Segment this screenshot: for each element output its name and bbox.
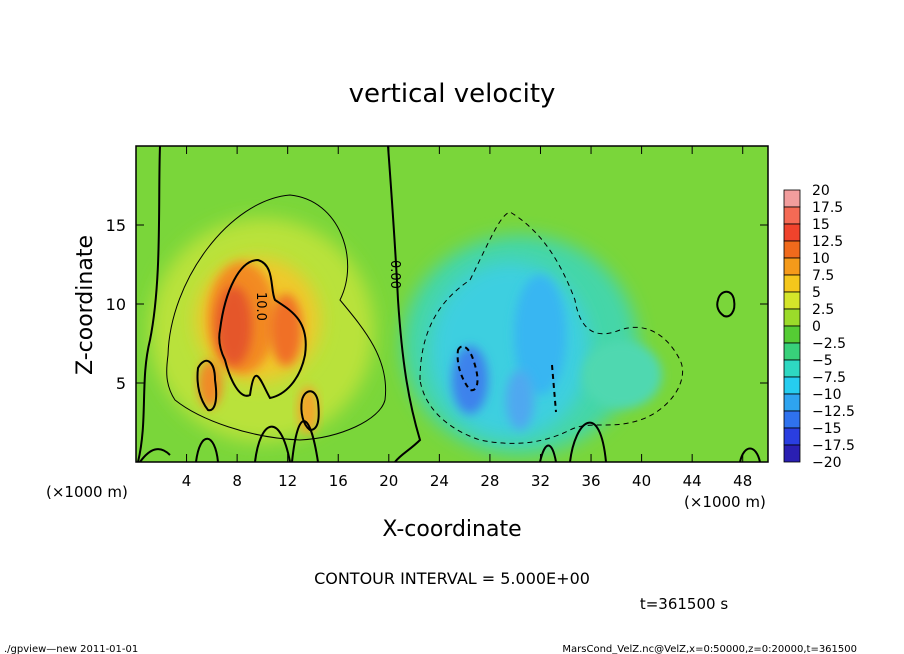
- y-axis: 5 10 15: [106, 216, 768, 393]
- colorbar-swatch: [783, 359, 801, 378]
- footer-right: MarsCond_VelZ.nc@VelZ,x=0:50000,z=0:2000…: [562, 644, 857, 654]
- colorbar-label: −20: [812, 455, 842, 471]
- contour-zero-right-blob: [716, 290, 736, 318]
- x-unit-left: (×1000 m): [46, 483, 128, 501]
- colorbar-label: −12.5: [812, 404, 855, 420]
- colorbar-label: −7.5: [812, 370, 846, 386]
- y-tick-label: 15: [106, 216, 126, 235]
- footer-left: ./gpview—new 2011-01-01: [4, 644, 138, 654]
- contour-neg10-b: [551, 364, 557, 413]
- colorbar-label: 12.5: [812, 234, 843, 250]
- colorbar-swatch: [783, 308, 801, 327]
- contour-zero-center: [387, 146, 422, 462]
- colorbar-label: −15: [812, 421, 842, 437]
- contour-label-1: 10.0: [253, 292, 268, 321]
- x-tick-label: 40: [632, 472, 651, 490]
- contour-interval: CONTOUR INTERVAL = 5.000E+00: [314, 569, 590, 588]
- y-tick-label: 5: [116, 374, 126, 393]
- contour-neg10: [456, 345, 479, 392]
- x-axis-label: X-coordinate: [382, 517, 521, 542]
- x-tick-label: 20: [379, 472, 398, 490]
- colorbar-swatch: [783, 189, 801, 208]
- colorbar-label: 7.5: [812, 268, 834, 284]
- colorbar-swatch: [783, 393, 801, 412]
- x-tick-label: 16: [329, 472, 348, 490]
- x-tick-label: 4: [182, 472, 192, 490]
- plot-area: 0.00 10.0: [136, 146, 768, 462]
- y-axis-label: Z-coordinate: [73, 235, 98, 375]
- contour-zero-left: [137, 146, 161, 462]
- colorbar-swatch: [783, 410, 801, 429]
- x-tick-label: 48: [733, 472, 752, 490]
- colorbar-swatch: [783, 206, 801, 225]
- colorbar-swatch: [783, 342, 801, 361]
- updraft-field: [150, 218, 374, 442]
- colorbar-label: 5: [812, 285, 821, 301]
- colorbar-swatch: [783, 223, 801, 242]
- contour-5: [166, 194, 387, 441]
- x-tick-label: 32: [531, 472, 550, 490]
- colorbar-label: 2.5: [812, 302, 834, 318]
- x-tick-label: 44: [683, 472, 702, 490]
- colorbar-swatch: [783, 325, 801, 344]
- y-tick-label: 10: [106, 295, 126, 314]
- x-axis: 4 8 12 16 20 24 28 32 36 40 44 48: [182, 146, 752, 490]
- colorbar-swatch: [783, 291, 801, 310]
- time-label: t=361500 s: [640, 595, 728, 613]
- x-tick-label: 28: [480, 472, 499, 490]
- colorbar-label: 17.5: [812, 200, 843, 216]
- x-tick-label: 8: [232, 472, 242, 490]
- colorbar-swatch: [783, 376, 801, 395]
- x-tick-label: 24: [430, 472, 449, 490]
- contour-label-group: 0.00 10.0: [253, 260, 402, 321]
- colorbar-label: 0: [812, 319, 821, 335]
- x-unit-right: (×1000 m): [684, 493, 766, 511]
- x-tick-label: 36: [581, 472, 600, 490]
- contour-10-small: [196, 359, 218, 412]
- contour-10-right: [300, 390, 320, 432]
- colorbar-swatch: [783, 427, 801, 446]
- colorbar-label: 15: [812, 217, 830, 233]
- contour-lines: [137, 146, 761, 462]
- colorbar-label: −17.5: [812, 438, 855, 454]
- colorbar-label: 10: [812, 251, 830, 267]
- colorbar-label: −10: [812, 387, 842, 403]
- colorbar-swatch: [783, 240, 801, 259]
- x-tick-label: 12: [278, 472, 297, 490]
- colorbar-label: −5: [812, 353, 833, 369]
- colorbar-label: 20: [812, 183, 830, 199]
- contour-10-main: [218, 258, 307, 400]
- colorbar: 2017.51512.5107.552.50−2.5−5−7.5−10−12.5…: [783, 183, 855, 471]
- colorbar-swatch: [783, 257, 801, 276]
- contour-neg5: [419, 211, 684, 444]
- colorbar-swatch: [783, 274, 801, 293]
- contour-label-0: 0.00: [387, 260, 402, 289]
- colorbar-label: −2.5: [812, 336, 846, 352]
- chart-title: vertical velocity: [349, 79, 556, 109]
- downdraft-field: [402, 235, 662, 455]
- colorbar-swatch: [783, 444, 801, 463]
